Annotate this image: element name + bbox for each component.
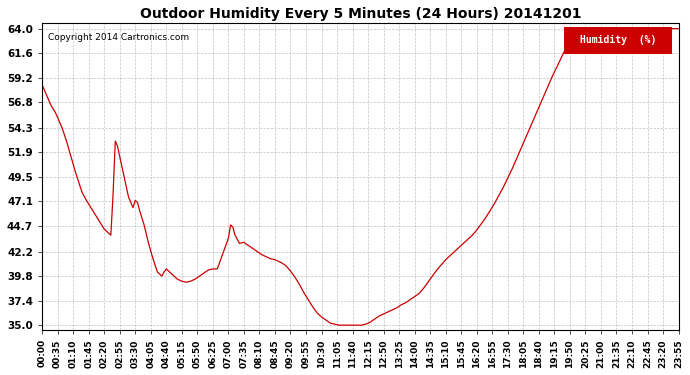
Title: Outdoor Humidity Every 5 Minutes (24 Hours) 20141201: Outdoor Humidity Every 5 Minutes (24 Hou… [139,7,581,21]
Text: Copyright 2014 Cartronics.com: Copyright 2014 Cartronics.com [48,33,190,42]
